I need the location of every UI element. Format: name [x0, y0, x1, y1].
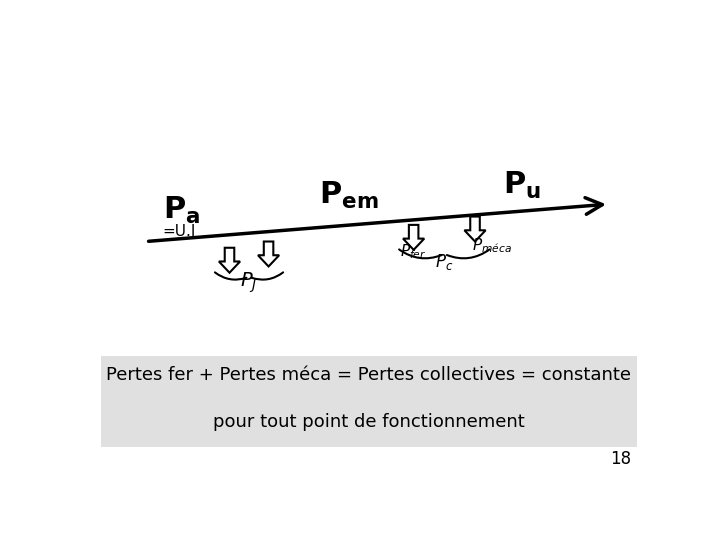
Text: $P_J$: $P_J$: [240, 271, 258, 295]
Text: Pertes fer + Pertes méca = Pertes collectives = constante: Pertes fer + Pertes méca = Pertes collec…: [107, 366, 631, 383]
Text: =U.I: =U.I: [163, 224, 196, 239]
Text: $P_{fer}$: $P_{fer}$: [400, 242, 426, 261]
Text: $P_c$: $P_c$: [435, 252, 454, 272]
Polygon shape: [464, 217, 485, 241]
Polygon shape: [219, 248, 240, 273]
Polygon shape: [258, 241, 279, 266]
Text: $P_{méca}$: $P_{méca}$: [472, 237, 512, 255]
Text: $\mathbf{P_a}$: $\mathbf{P_a}$: [163, 195, 200, 226]
Polygon shape: [403, 225, 424, 250]
Text: pour tout point de fonctionnement: pour tout point de fonctionnement: [213, 414, 525, 431]
FancyBboxPatch shape: [101, 356, 637, 447]
Text: $\mathbf{P_{em}}$: $\mathbf{P_{em}}$: [319, 180, 379, 211]
Text: $\mathbf{P_u}$: $\mathbf{P_u}$: [503, 170, 541, 201]
Text: 18: 18: [610, 450, 631, 468]
